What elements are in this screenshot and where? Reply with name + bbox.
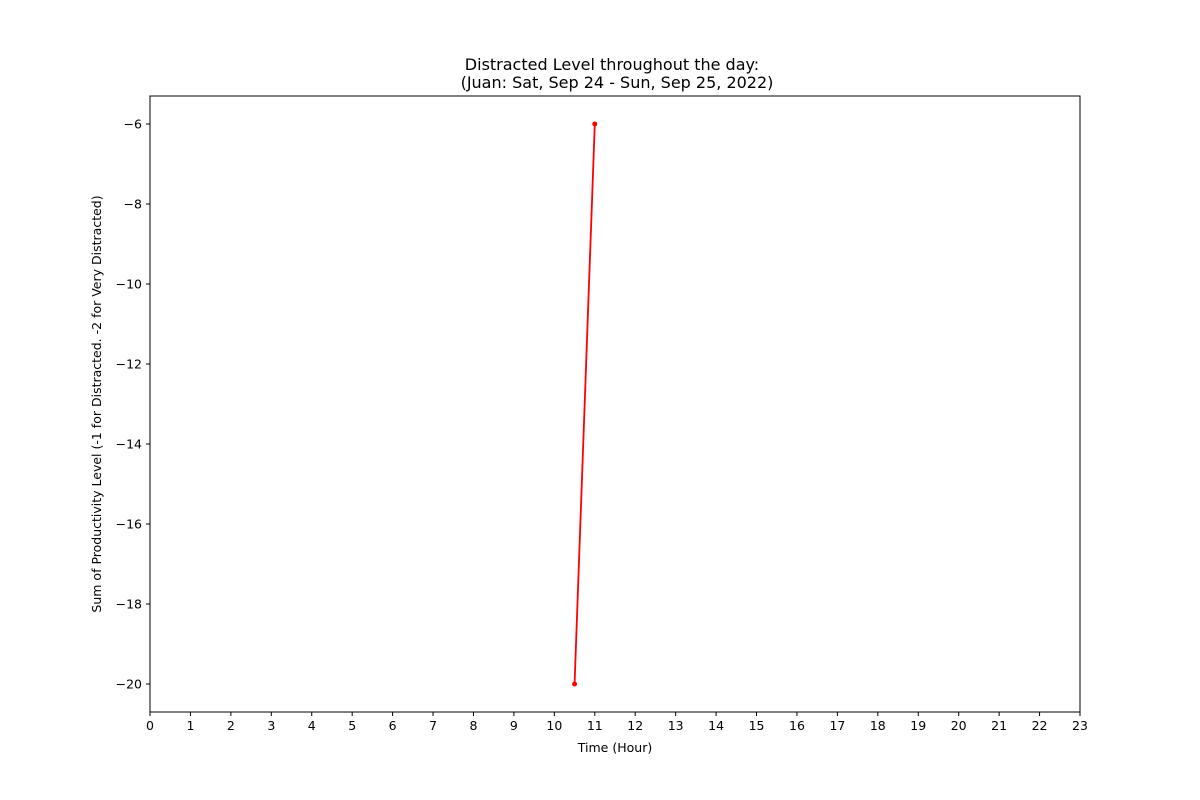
y-tick-label: −8 (124, 197, 142, 212)
x-tick-label: 5 (348, 718, 356, 733)
x-tick-label: 13 (668, 718, 684, 733)
x-tick-label: 12 (627, 718, 643, 733)
y-tick-label: −10 (116, 277, 142, 292)
y-tick-label: −20 (116, 677, 142, 692)
x-tick-label: 6 (389, 718, 397, 733)
x-tick-label: 14 (708, 718, 724, 733)
x-tick-label: 15 (749, 718, 765, 733)
chart-subtitle: (Juan: Sat, Sep 24 - Sun, Sep 25, 2022) (461, 73, 774, 92)
x-tick-label: 21 (991, 718, 1007, 733)
x-tick-label: 7 (429, 718, 437, 733)
x-tick-label: 19 (910, 718, 926, 733)
x-tick-label: 17 (829, 718, 845, 733)
x-tick-label: 4 (308, 718, 316, 733)
series-line (573, 123, 596, 685)
y-tick-label: −18 (116, 597, 142, 612)
plot-area: 0 1 2 3 4 5 6 7 8 9 10 11 12 13 14 15 16 17 18 19 20 21 22 23−2… (116, 95, 1088, 733)
x-tick-label: 18 (870, 718, 886, 733)
y-tick-label: −6 (124, 117, 142, 132)
y-axis-label: Sum of Productivity Level (-1 for Distra… (89, 195, 104, 612)
data-point (592, 121, 598, 127)
x-tick-label: 0 (146, 718, 154, 733)
chart-title: Distracted Level throughout the day: (465, 55, 759, 74)
x-tick-label: 16 (789, 718, 805, 733)
y-tick-label: −14 (116, 437, 142, 452)
data-point (572, 681, 578, 687)
x-tick-label: 3 (267, 718, 275, 733)
y-tick-label: −12 (116, 357, 142, 372)
x-tick-label: 10 (546, 718, 562, 733)
x-tick-label: 1 (186, 718, 194, 733)
x-tick-label: 2 (227, 718, 235, 733)
x-tick-label: 20 (951, 718, 967, 733)
x-tick-label: 22 (1032, 718, 1048, 733)
y-tick-label: −16 (116, 517, 142, 532)
x-tick-label: 11 (587, 718, 603, 733)
axes-frame (149, 95, 1081, 713)
x-axis-label: Time (Hour) (577, 740, 652, 755)
x-tick-label: 9 (510, 718, 518, 733)
x-tick-label: 8 (470, 718, 478, 733)
x-tick-label: 23 (1072, 718, 1088, 733)
